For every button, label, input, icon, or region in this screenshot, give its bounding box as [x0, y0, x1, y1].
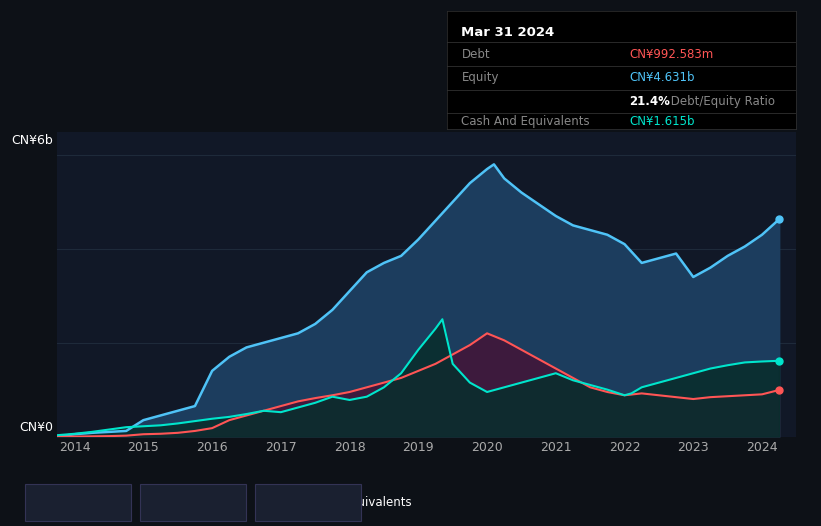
- Text: ●: ●: [153, 497, 163, 508]
- Text: CN¥6b: CN¥6b: [11, 134, 53, 147]
- Text: CN¥0: CN¥0: [20, 421, 53, 434]
- Text: Cash And Equivalents: Cash And Equivalents: [461, 115, 590, 128]
- Text: Debt/Equity Ratio: Debt/Equity Ratio: [667, 95, 775, 108]
- Text: Debt: Debt: [53, 496, 82, 509]
- Text: ●: ●: [268, 497, 277, 508]
- Text: ●: ●: [38, 497, 48, 508]
- Text: Debt: Debt: [461, 48, 490, 61]
- Text: CN¥1.615b: CN¥1.615b: [629, 115, 695, 128]
- Text: Cash And Equivalents: Cash And Equivalents: [283, 496, 412, 509]
- Text: Mar 31 2024: Mar 31 2024: [461, 26, 555, 39]
- Text: Equity: Equity: [461, 72, 499, 85]
- Text: CN¥4.631b: CN¥4.631b: [629, 72, 695, 85]
- Text: CN¥992.583m: CN¥992.583m: [629, 48, 713, 61]
- Text: 21.4%: 21.4%: [629, 95, 670, 108]
- Text: Equity: Equity: [168, 496, 206, 509]
